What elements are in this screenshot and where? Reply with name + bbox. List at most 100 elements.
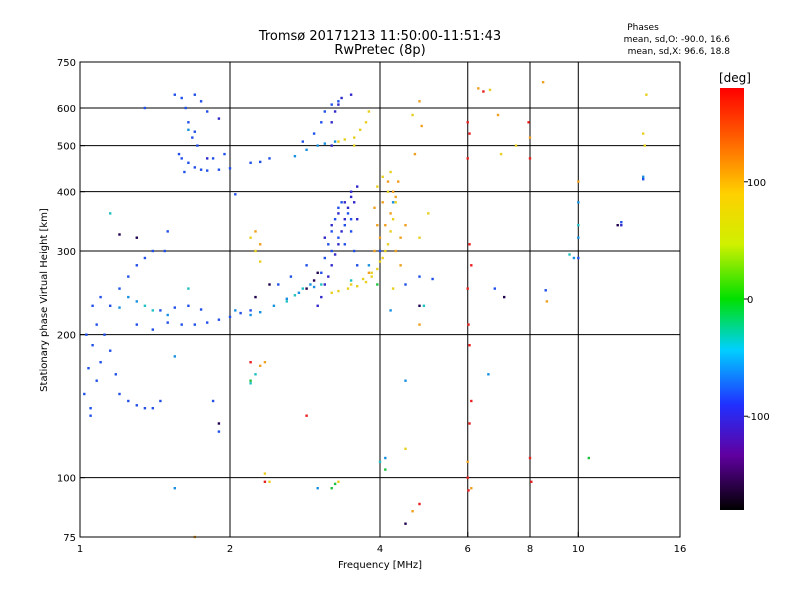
data-point xyxy=(151,328,154,331)
data-point xyxy=(223,152,226,156)
data-point xyxy=(183,170,186,174)
data-point xyxy=(378,249,382,253)
data-point xyxy=(541,81,545,84)
data-point xyxy=(173,487,176,490)
data-point xyxy=(353,249,356,253)
data-point xyxy=(356,285,359,288)
data-point xyxy=(293,294,297,297)
data-point xyxy=(316,487,319,490)
data-point xyxy=(333,110,337,113)
chart-title: Tromsø 20171213 11:50:00-11:51:43 xyxy=(258,29,501,44)
y-axis-label: Stationary phase Virtual Height [km] xyxy=(39,208,50,392)
data-point xyxy=(545,300,549,303)
data-point xyxy=(620,221,623,224)
data-point xyxy=(364,280,368,284)
data-point xyxy=(166,230,169,233)
data-point xyxy=(642,175,645,178)
data-point xyxy=(187,304,190,307)
data-point xyxy=(312,279,316,282)
data-point xyxy=(477,87,480,90)
data-point xyxy=(217,117,221,120)
data-point xyxy=(118,306,121,309)
data-point xyxy=(301,140,304,143)
data-point xyxy=(193,93,196,96)
data-point xyxy=(384,468,387,471)
data-point xyxy=(259,364,262,367)
data-point xyxy=(343,224,346,227)
data-point xyxy=(337,140,340,143)
data-point xyxy=(376,267,379,271)
data-point xyxy=(199,168,203,171)
data-point xyxy=(343,201,346,204)
data-point xyxy=(404,447,407,450)
data-point xyxy=(259,260,262,263)
data-point xyxy=(95,323,98,326)
data-point xyxy=(83,392,86,396)
data-point xyxy=(323,110,326,113)
y-tick-label: 75 xyxy=(63,533,76,544)
data-point xyxy=(259,311,262,314)
data-point xyxy=(466,157,469,160)
data-point xyxy=(337,243,340,246)
data-point xyxy=(503,295,506,299)
data-point xyxy=(337,212,340,215)
data-point xyxy=(316,144,319,147)
data-point xyxy=(391,201,395,204)
data-point xyxy=(386,180,390,183)
data-point xyxy=(187,128,190,131)
colorbar-tick-label: 0 xyxy=(747,295,753,306)
data-point xyxy=(297,291,301,294)
data-point xyxy=(109,212,112,215)
data-point xyxy=(399,264,402,267)
data-point xyxy=(466,121,469,124)
data-point xyxy=(337,289,340,293)
data-point xyxy=(544,289,547,292)
data-point xyxy=(349,190,353,193)
data-point xyxy=(404,283,407,286)
data-point xyxy=(151,249,154,253)
data-point xyxy=(206,169,209,172)
data-point xyxy=(391,287,395,290)
data-point xyxy=(370,271,373,274)
data-point xyxy=(373,206,376,209)
stats-line-x: mean, sd,X: 96.6, 18.8 xyxy=(628,47,731,57)
data-point xyxy=(587,456,590,460)
data-point xyxy=(249,161,252,164)
data-point xyxy=(343,243,346,246)
data-point xyxy=(301,287,304,290)
data-point xyxy=(514,144,518,147)
data-point xyxy=(254,373,257,376)
data-point xyxy=(353,136,356,139)
data-points xyxy=(83,81,648,539)
data-point xyxy=(89,407,92,410)
data-point xyxy=(367,271,371,274)
data-point xyxy=(312,132,316,135)
data-point xyxy=(277,283,280,286)
data-point xyxy=(616,224,619,227)
data-point xyxy=(217,318,221,321)
data-point xyxy=(316,304,319,307)
y-tick-label: 400 xyxy=(57,188,76,199)
data-point xyxy=(418,323,421,326)
data-point xyxy=(418,304,421,307)
data-point xyxy=(378,260,382,263)
data-point xyxy=(330,249,333,253)
data-point xyxy=(135,236,138,239)
data-point xyxy=(376,185,379,188)
data-point xyxy=(177,152,181,156)
data-point xyxy=(340,230,343,233)
data-point xyxy=(289,275,293,278)
data-point xyxy=(418,236,421,239)
data-point xyxy=(143,106,147,110)
data-point xyxy=(263,361,267,364)
colorbar xyxy=(720,88,744,510)
data-point xyxy=(577,201,580,204)
data-point xyxy=(577,224,580,227)
data-point xyxy=(135,323,138,326)
data-point xyxy=(151,407,154,410)
data-point xyxy=(239,311,242,315)
data-point xyxy=(259,243,262,246)
data-point xyxy=(337,103,340,106)
data-point xyxy=(293,155,297,158)
